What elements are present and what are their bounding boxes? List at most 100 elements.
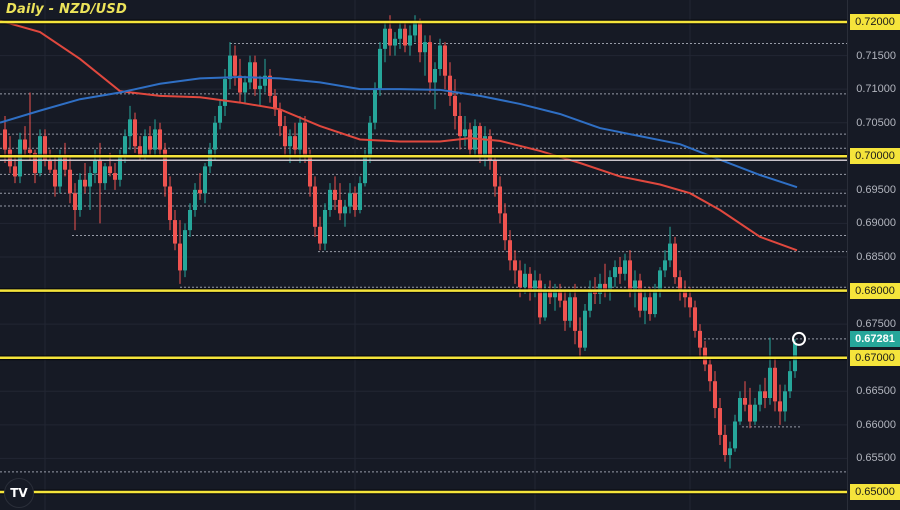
candle-body xyxy=(333,189,337,200)
candle-body xyxy=(168,186,172,221)
candle-body xyxy=(603,283,607,291)
candle-body xyxy=(113,173,117,180)
candle-body xyxy=(73,193,77,210)
candle-body xyxy=(678,277,682,291)
candle-body xyxy=(398,28,402,39)
candle-body xyxy=(408,35,412,46)
candle-body xyxy=(93,159,97,174)
candle-body xyxy=(83,179,87,187)
candle-body xyxy=(748,404,752,422)
candle-body xyxy=(278,109,282,127)
candle-body xyxy=(458,116,462,137)
candle-body xyxy=(103,166,107,184)
candle-body xyxy=(448,75,452,96)
candle-body xyxy=(288,136,292,147)
candle-body xyxy=(153,129,157,150)
candle-body xyxy=(173,220,177,244)
candle-body xyxy=(328,189,332,210)
candle-body xyxy=(788,371,792,392)
candle-body xyxy=(608,277,612,291)
candle-body xyxy=(463,129,467,137)
candle-body xyxy=(628,260,632,291)
candle-body xyxy=(358,183,362,210)
candle-body xyxy=(723,434,727,456)
candle-body xyxy=(758,391,762,405)
price-chart-plot[interactable] xyxy=(0,0,848,510)
price-tick-label: 0.71000 xyxy=(856,83,896,96)
candle-body xyxy=(53,169,57,187)
level-price-badge: 0.70000 xyxy=(850,148,900,165)
candle-body xyxy=(643,297,647,311)
candle-body xyxy=(563,300,567,321)
candle-body xyxy=(373,89,377,123)
candle-body xyxy=(633,280,637,291)
candle-body xyxy=(518,270,522,288)
candle-body xyxy=(663,260,667,271)
candle-body xyxy=(213,122,217,150)
candle-body xyxy=(718,408,722,435)
candle-body xyxy=(338,199,342,214)
candle-body xyxy=(203,166,207,194)
level-price-badge: 0.68000 xyxy=(850,282,900,299)
candle-body xyxy=(263,75,267,86)
candle-body xyxy=(258,85,262,90)
candle-body xyxy=(378,48,382,90)
candle-body xyxy=(613,267,617,278)
candle-body xyxy=(273,95,277,110)
level-price-badge: 0.65000 xyxy=(850,484,900,500)
candle-body xyxy=(403,28,407,46)
candle-body xyxy=(708,364,712,382)
candle-body xyxy=(348,193,352,207)
candle-body xyxy=(778,401,782,412)
candle-body xyxy=(198,189,202,194)
candle-body xyxy=(438,45,442,69)
moving-average-slow-line xyxy=(0,76,798,189)
candle-body xyxy=(523,273,527,288)
price-tick-label: 0.66000 xyxy=(856,418,896,431)
chart-title: Daily - NZD/USD xyxy=(6,2,127,17)
tradingview-logo-icon[interactable]: TV xyxy=(4,478,34,508)
candle-body xyxy=(548,290,552,298)
candle-body xyxy=(3,129,7,150)
level-price-badge: 0.72000 xyxy=(850,14,900,30)
candle-body xyxy=(268,75,272,96)
candle-body xyxy=(243,82,247,93)
candle-body xyxy=(588,290,592,311)
price-tick-label: 0.65500 xyxy=(856,452,896,465)
candle-body xyxy=(763,391,767,398)
candle-body xyxy=(43,136,47,160)
level-price-badge: 0.67000 xyxy=(850,349,900,366)
candle-body xyxy=(138,146,142,157)
candle-body xyxy=(488,136,492,160)
candle-body xyxy=(183,230,187,271)
candle-body xyxy=(253,62,257,90)
candle-body xyxy=(383,28,387,49)
candle-body xyxy=(123,136,127,157)
candle-body xyxy=(353,193,357,210)
candle-body xyxy=(668,243,672,261)
candle-body xyxy=(618,267,622,274)
price-axis[interactable]: 0.72000 0.71500 0.71000 0.70500 0.70000 0.695… xyxy=(847,0,900,510)
candle-body xyxy=(363,156,367,184)
candle-body xyxy=(238,75,242,93)
candle-body xyxy=(728,448,732,456)
candle-body xyxy=(188,210,192,231)
candle-body xyxy=(223,79,227,106)
candle-body xyxy=(428,42,432,83)
candle-body xyxy=(568,297,572,321)
candle-body xyxy=(693,307,697,331)
candle-body xyxy=(178,243,182,271)
candle-body xyxy=(648,297,652,315)
candle-body xyxy=(578,330,582,348)
candle-body xyxy=(698,330,702,348)
candle-body xyxy=(88,173,92,187)
price-tick-label: 0.71500 xyxy=(856,49,896,62)
candle-body xyxy=(318,226,322,244)
candle-body xyxy=(28,149,32,153)
candle-body xyxy=(423,42,427,53)
candle-body xyxy=(738,398,742,422)
candle-body xyxy=(493,159,497,187)
candle-body xyxy=(78,179,82,210)
candle-body xyxy=(433,69,437,83)
